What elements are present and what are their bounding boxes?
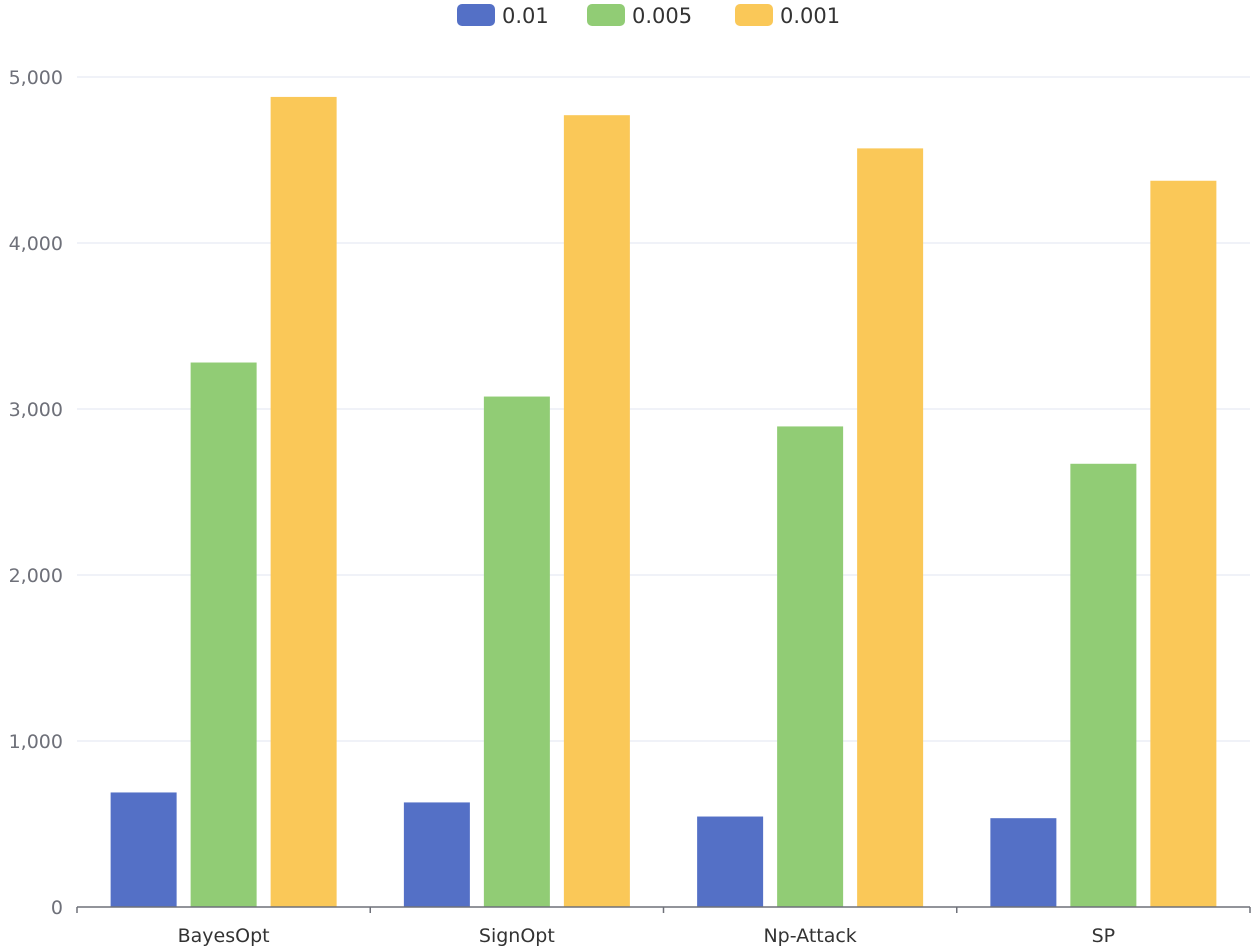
bar-np-attack-series-0 [697,816,764,907]
bar-signopt-series-0 [403,802,470,907]
bar-np-attack-series-1 [777,426,844,907]
legend-swatch [735,4,773,26]
bars [110,96,1217,908]
x-category-label: Np-Attack [763,925,856,947]
legend-swatch [457,4,495,26]
bar-signopt-series-2 [563,115,630,908]
bar-sp-series-2 [1150,180,1217,907]
legend-label: 0.001 [780,4,840,28]
legend-label: 0.01 [502,4,549,28]
x-category-label: BayesOpt [178,925,270,947]
bar-bayesopt-series-1 [190,362,257,907]
y-tick-label: 3,000 [9,399,63,421]
bar-bayesopt-series-2 [270,96,337,908]
y-tick-label: 4,000 [9,233,63,255]
bar-np-attack-series-2 [857,148,924,907]
x-axis: BayesOpt SignOpt Np-Attack SP [76,906,1251,947]
x-category-label: SP [1092,925,1116,947]
legend: 0.01 0.005 0.001 [457,4,840,28]
y-tick-label: 0 [51,897,63,919]
x-category-label: SignOpt [479,925,555,947]
y-tick-label: 5,000 [9,67,63,89]
bar-sp-series-1 [1070,463,1137,907]
legend-swatch [587,4,625,26]
bar-sp-series-0 [990,818,1057,907]
y-axis: 0 1,000 2,000 3,000 4,000 5,000 [9,67,63,919]
y-tick-label: 1,000 [9,731,63,753]
y-tick-label: 2,000 [9,565,63,587]
bar-bayesopt-series-0 [110,792,177,907]
bar-signopt-series-1 [483,396,550,907]
legend-label: 0.005 [632,4,692,28]
